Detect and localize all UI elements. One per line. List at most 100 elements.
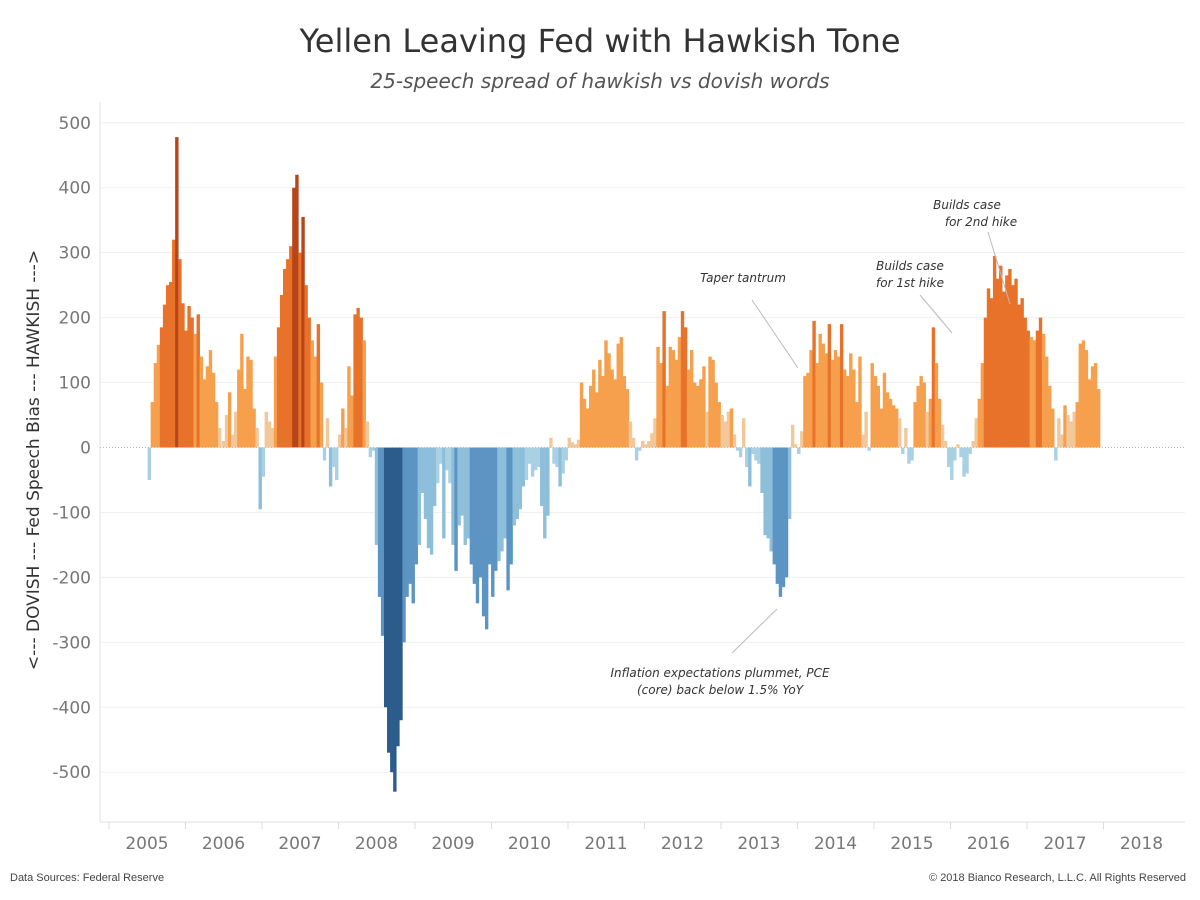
bar xyxy=(708,356,712,448)
bar xyxy=(536,447,541,467)
bar xyxy=(983,317,988,448)
bar xyxy=(922,382,926,448)
x-tick-label: 2014 xyxy=(814,834,857,854)
bar xyxy=(503,447,507,539)
bar xyxy=(604,340,608,448)
bar xyxy=(647,441,651,448)
y-tick-label: -300 xyxy=(52,633,91,653)
bar xyxy=(1087,379,1092,448)
bar xyxy=(836,356,841,448)
bar xyxy=(980,363,985,448)
bar xyxy=(846,376,850,448)
bar xyxy=(429,447,434,555)
bar xyxy=(631,437,636,448)
bar xyxy=(533,447,538,471)
bar xyxy=(962,447,966,477)
bar xyxy=(1048,385,1052,448)
bar xyxy=(356,307,360,448)
bar xyxy=(650,433,654,448)
bar xyxy=(592,369,596,448)
bar xyxy=(794,444,798,448)
bar xyxy=(237,369,241,448)
bar xyxy=(861,434,865,448)
bar xyxy=(481,447,486,617)
bar xyxy=(411,447,415,604)
bar xyxy=(738,447,743,458)
bar xyxy=(393,447,397,792)
x-tick-label: 2018 xyxy=(1120,834,1163,854)
bar xyxy=(995,278,1000,448)
bar xyxy=(362,340,366,448)
bar xyxy=(249,359,253,448)
bar xyxy=(399,447,403,721)
bar xyxy=(1008,268,1012,448)
bar xyxy=(319,382,324,448)
bar xyxy=(1023,317,1027,448)
bar xyxy=(812,320,816,448)
bar xyxy=(760,447,764,493)
bar xyxy=(1051,408,1055,448)
bar xyxy=(227,392,232,448)
bar xyxy=(821,343,825,448)
y-tick-label: 200 xyxy=(59,309,91,329)
bar xyxy=(221,441,226,448)
bar xyxy=(243,389,247,448)
chart-subtitle: 25-speech spread of hawkish vs dovish wo… xyxy=(370,69,830,93)
x-tick-label: 2010 xyxy=(508,834,551,854)
bar xyxy=(1044,356,1049,448)
bar xyxy=(457,447,461,526)
bar xyxy=(567,437,571,448)
y-tick-label: 400 xyxy=(59,179,91,199)
bar xyxy=(855,402,859,448)
bar xyxy=(383,447,388,708)
bar xyxy=(943,441,948,448)
y-tick-label: 100 xyxy=(59,374,91,394)
bar xyxy=(417,447,422,545)
bar xyxy=(445,447,449,471)
bar xyxy=(515,447,519,519)
bar xyxy=(582,398,587,448)
bar xyxy=(156,344,161,448)
x-tick-label: 2012 xyxy=(661,834,704,854)
bar xyxy=(153,363,158,448)
bar xyxy=(463,447,467,545)
bar xyxy=(680,311,685,448)
bar xyxy=(824,353,829,448)
bar xyxy=(217,428,222,448)
bar xyxy=(408,447,412,584)
bar xyxy=(246,356,250,448)
bar xyxy=(965,447,969,474)
bar xyxy=(656,346,660,448)
bar xyxy=(374,447,379,545)
y-axis-label: <--- DOVISH --- Fed Speech Bias --- HAWK… xyxy=(24,250,44,670)
bar xyxy=(689,350,694,448)
bar xyxy=(169,281,173,448)
bar xyxy=(616,343,620,448)
bar xyxy=(662,311,666,448)
bar xyxy=(702,366,706,448)
bar xyxy=(781,447,786,588)
bar xyxy=(864,411,868,448)
bar xyxy=(304,285,308,448)
bar xyxy=(524,447,529,480)
bar xyxy=(665,385,669,448)
bar xyxy=(573,444,578,448)
bar xyxy=(368,447,373,458)
bar xyxy=(147,447,151,480)
bar xyxy=(1063,405,1067,448)
bar xyxy=(849,353,853,448)
y-tick-label: -200 xyxy=(52,568,91,588)
bar xyxy=(885,392,890,448)
bar xyxy=(1069,421,1073,448)
bar xyxy=(940,424,945,448)
bar xyxy=(830,359,835,448)
bar xyxy=(432,447,437,506)
x-tick-label: 2016 xyxy=(967,834,1010,854)
bar xyxy=(913,402,917,448)
bar xyxy=(1093,363,1098,448)
bar xyxy=(644,444,648,448)
bar xyxy=(190,317,194,448)
bar xyxy=(925,411,929,448)
bar xyxy=(947,447,951,467)
